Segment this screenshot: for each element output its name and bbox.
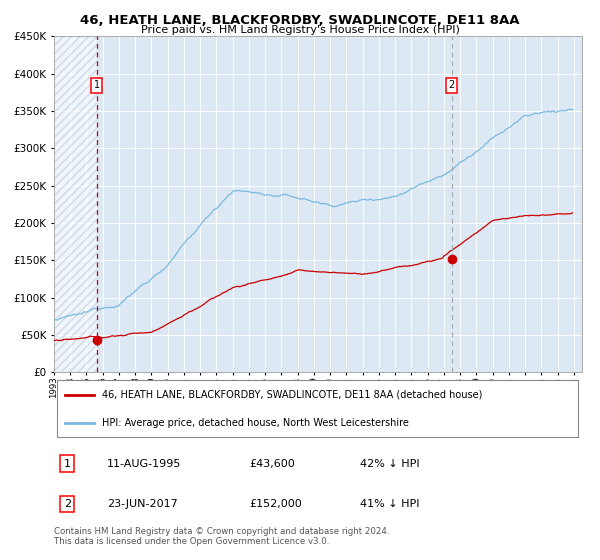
Text: 1: 1 bbox=[94, 80, 100, 90]
Text: Price paid vs. HM Land Registry's House Price Index (HPI): Price paid vs. HM Land Registry's House … bbox=[140, 25, 460, 35]
FancyBboxPatch shape bbox=[56, 380, 578, 437]
Text: £152,000: £152,000 bbox=[250, 499, 302, 509]
Text: HPI: Average price, detached house, North West Leicestershire: HPI: Average price, detached house, Nort… bbox=[101, 418, 409, 428]
Text: 2: 2 bbox=[449, 80, 455, 90]
Text: 41% ↓ HPI: 41% ↓ HPI bbox=[360, 499, 420, 509]
Text: 2: 2 bbox=[64, 499, 71, 509]
Text: 11-AUG-1995: 11-AUG-1995 bbox=[107, 459, 181, 469]
Text: 42% ↓ HPI: 42% ↓ HPI bbox=[360, 459, 420, 469]
Text: 46, HEATH LANE, BLACKFORDBY, SWADLINCOTE, DE11 8AA: 46, HEATH LANE, BLACKFORDBY, SWADLINCOTE… bbox=[80, 14, 520, 27]
Text: 1: 1 bbox=[64, 459, 71, 469]
Text: Contains HM Land Registry data © Crown copyright and database right 2024.
This d: Contains HM Land Registry data © Crown c… bbox=[54, 526, 389, 546]
Bar bbox=[54, 36, 97, 372]
Text: 23-JUN-2017: 23-JUN-2017 bbox=[107, 499, 178, 509]
Text: £43,600: £43,600 bbox=[250, 459, 295, 469]
Text: 46, HEATH LANE, BLACKFORDBY, SWADLINCOTE, DE11 8AA (detached house): 46, HEATH LANE, BLACKFORDBY, SWADLINCOTE… bbox=[101, 390, 482, 400]
